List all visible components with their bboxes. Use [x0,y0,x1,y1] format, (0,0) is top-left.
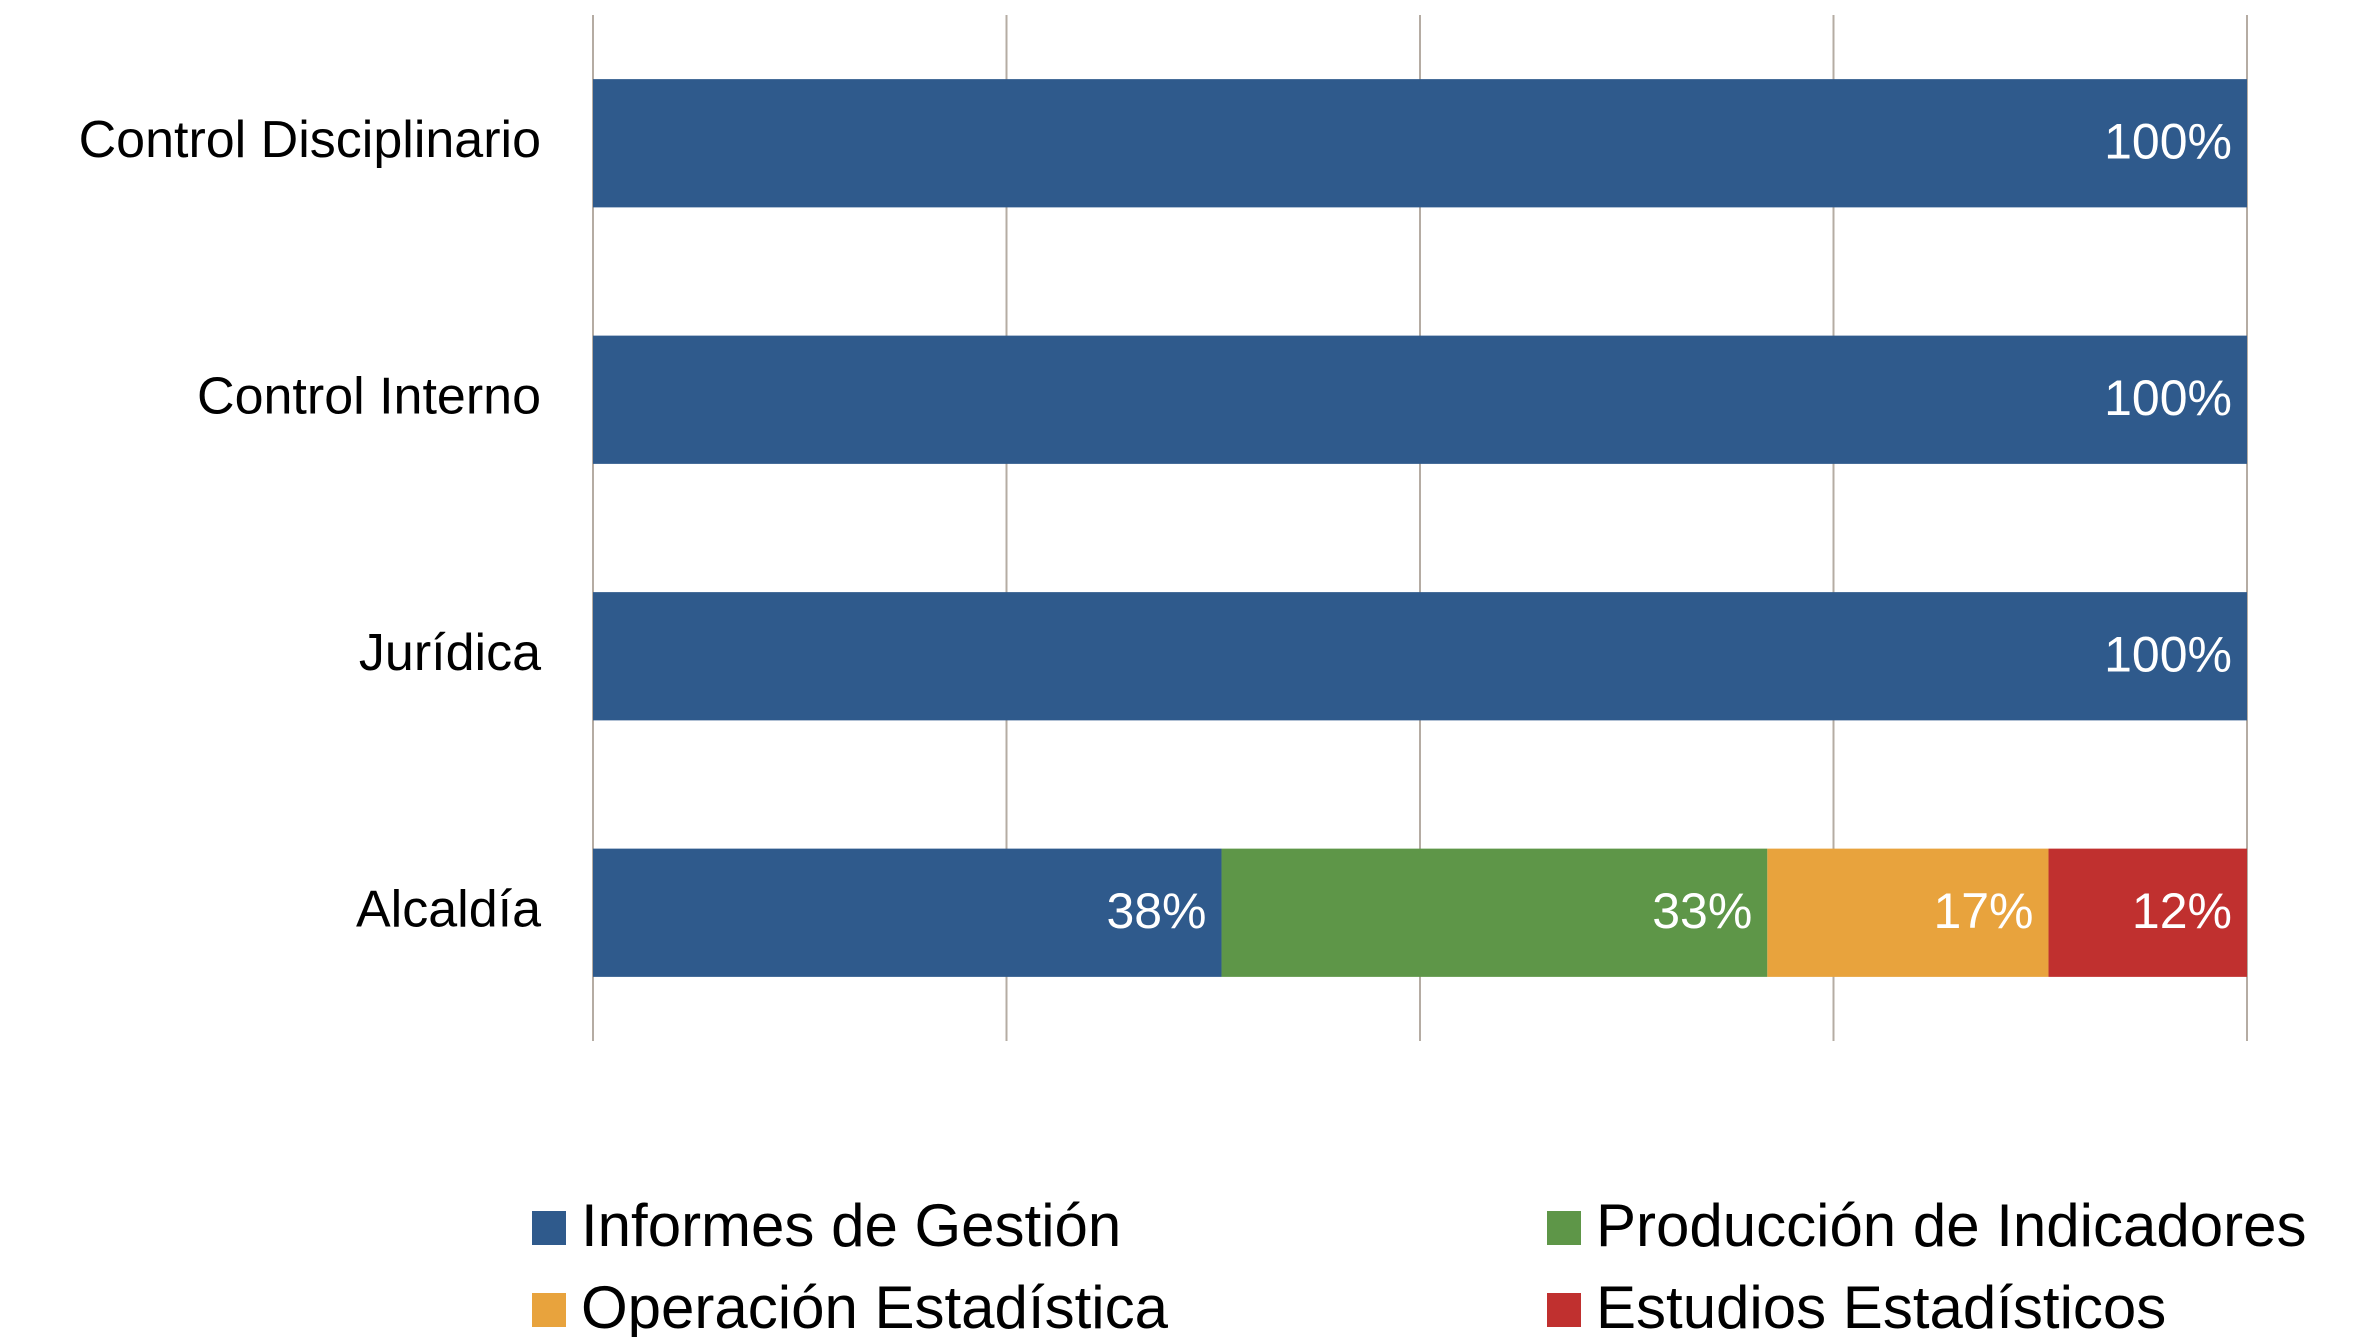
legend-swatch [532,1211,566,1245]
bar-segment [1767,848,2049,977]
legend-swatch [532,1293,566,1327]
y-tick-label: Jurídica [359,624,541,682]
bar-segment [593,848,1222,977]
data-label: 100% [2104,626,2232,682]
legend-swatch [1547,1293,1581,1327]
y-tick-label: Control Interno [197,367,541,425]
bar-segment [1221,848,1768,977]
bar-segment [593,335,2247,464]
data-label: 38% [1106,883,1206,939]
bar-segment [2048,848,2247,977]
data-label: 17% [1933,883,2033,939]
data-label: 12% [2132,883,2232,939]
bar-segment [593,79,2247,208]
legend-label: Producción de Indicadores [1596,1192,2306,1259]
legend-label: Estudios Estadísticos [1596,1274,2166,1337]
legend-label: Informes de Gestión [581,1192,1121,1259]
bar-segment [593,592,2247,721]
y-tick-label: Control Disciplinario [79,111,541,169]
legend-swatch [1547,1211,1581,1245]
data-label: 100% [2104,370,2232,426]
y-tick-label: Alcaldía [356,880,541,938]
data-label: 100% [2104,113,2232,169]
legend-label: Operación Estadística [581,1274,1169,1337]
data-label: 33% [1652,883,1752,939]
